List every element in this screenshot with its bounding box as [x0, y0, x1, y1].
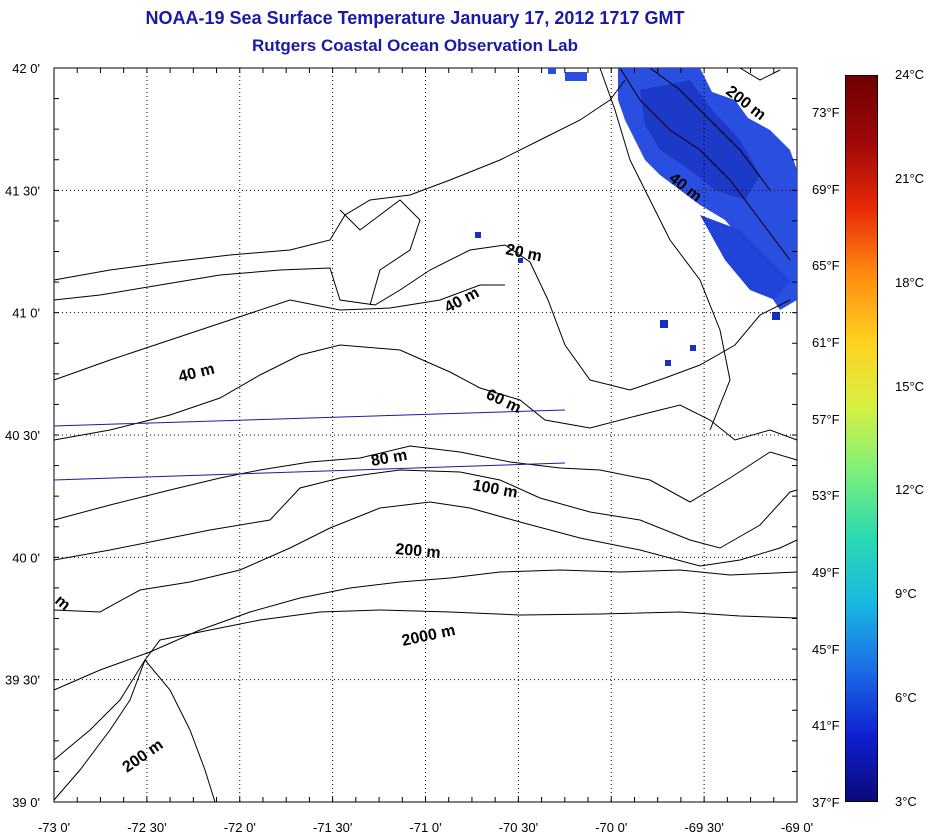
latitude-tick-label: 40 30' — [5, 428, 40, 443]
colorbar-fahrenheit-label: 61°F — [812, 335, 840, 350]
longitude-ticks: -73 0' -72 30' -72 0' -71 30' -71 0' -70 30' -… — [38, 820, 813, 835]
colorbar-fahrenheit-label: 53°F — [812, 488, 840, 504]
latitude-ticks: 42 0' 41 30' 41 0' 40 30' 40 0' 39 30' 39 0' — [5, 61, 40, 810]
latitude-tick-label: 40 0' — [12, 550, 40, 565]
graticule — [53, 67, 798, 803]
latitude-tick-label: 42 0' — [12, 61, 40, 76]
colorbar-celsius-label: 18°C — [895, 274, 925, 290]
colorbar-fahrenheit-label: 73°F — [812, 105, 840, 120]
colorbar-celsius-label: 6°C — [895, 690, 917, 706]
contour-label: 80 m — [370, 447, 409, 470]
colorbar-celsius-label: 24°C — [895, 67, 925, 82]
longitude-tick-label: -69 0' — [781, 820, 813, 835]
colorbar-fahrenheit-label: 65°F — [812, 258, 840, 274]
longitude-tick-label: -70 0' — [595, 820, 627, 835]
colorbar-celsius-label: 12°C — [895, 482, 925, 498]
longitude-tick-label: -72 30' — [127, 820, 166, 835]
latitude-tick-label: 39 0' — [12, 795, 40, 810]
colorbar-fahrenheit-label: 69°F — [812, 181, 840, 197]
latitude-tick-label: 41 0' — [12, 306, 40, 321]
colorbar-fahrenheit-label: 45°F — [812, 641, 840, 657]
latitude-tick-label: 41 30' — [5, 183, 40, 198]
chart-subtitle: Rutgers Coastal Ocean Observation Lab — [252, 36, 578, 55]
map-frame — [53, 67, 798, 803]
longitude-tick-label: -70 30' — [499, 820, 538, 835]
longitude-tick-label: -69 30' — [684, 820, 723, 835]
colorbar-fahrenheit-label: 57°F — [812, 411, 840, 427]
contour-label: 200 m — [395, 541, 442, 562]
satellite-tracks — [53, 409, 566, 481]
colorbar-celsius-label: 9°C — [895, 586, 917, 602]
colorbar-fahrenheit-label: 37°F — [812, 795, 840, 810]
longitude-tick-label: -72 0' — [224, 820, 256, 835]
chart-title: NOAA-19 Sea Surface Temperature January … — [145, 8, 685, 28]
colorbar-celsius-label: 15°C — [895, 378, 925, 394]
longitude-tick-label: -71 0' — [409, 820, 441, 835]
colorbar-fahrenheit-label: 41°F — [812, 718, 840, 734]
colorbar-fahrenheit-label: 49°F — [812, 565, 840, 580]
colorbar-celsius-label: 21°C — [895, 170, 925, 186]
longitude-tick-label: -73 0' — [38, 820, 70, 835]
colorbar — [845, 75, 878, 802]
longitude-tick-label: -71 30' — [313, 820, 352, 835]
sst-data-patch — [475, 68, 797, 366]
colorbar-celsius-label: 3°C — [895, 794, 917, 809]
bathymetry-contours — [53, 67, 798, 803]
latitude-tick-label: 39 30' — [5, 673, 40, 688]
